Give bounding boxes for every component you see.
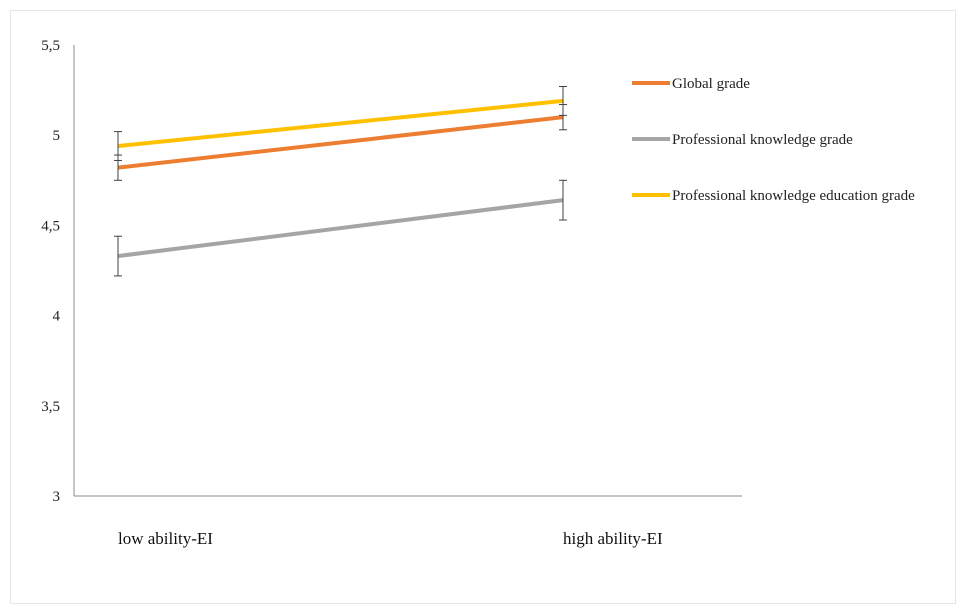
x-category-label: high ability-EI [563, 529, 663, 548]
x-category-label: low ability-EI [118, 529, 213, 548]
legend-label: Professional knowledge grade [672, 132, 853, 148]
y-tick-label: 4,5 [41, 218, 60, 234]
y-tick-label: 3,5 [41, 399, 60, 415]
y-tick-label: 3 [53, 489, 61, 505]
y-tick-label: 5,5 [41, 38, 60, 54]
series-line [117, 198, 564, 259]
series-line [117, 115, 564, 170]
y-tick-label: 4 [53, 309, 61, 325]
legend-label: Global grade [672, 76, 750, 92]
legend-label: Professional knowledge education grade [672, 188, 915, 204]
series-line [117, 98, 564, 149]
y-tick-label: 5 [53, 128, 61, 144]
